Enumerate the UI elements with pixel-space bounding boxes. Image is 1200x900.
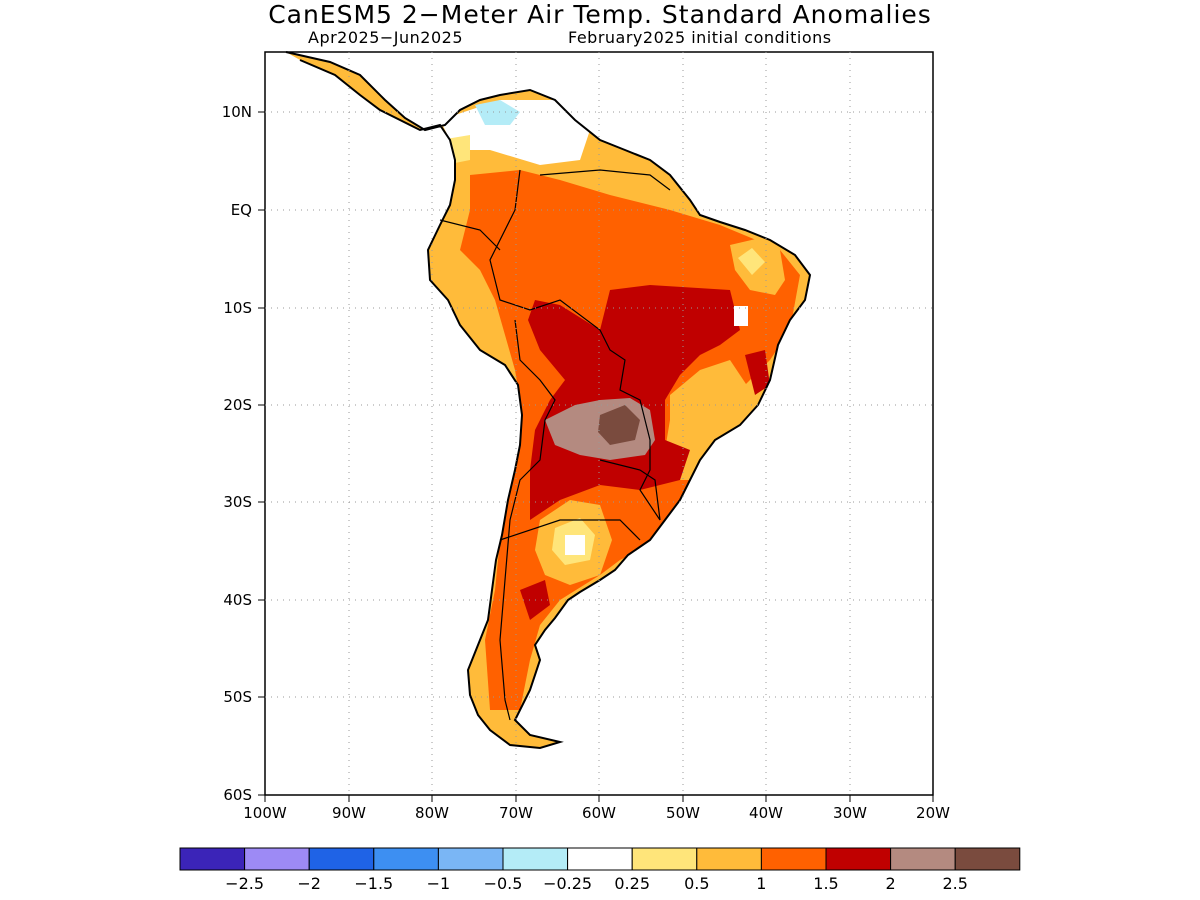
lon-label: 70W [499, 804, 533, 822]
lat-label: 10S [223, 299, 252, 317]
lon-label: 30W [833, 804, 867, 822]
colorbar-swatch [890, 847, 956, 871]
lat-labels: 10N EQ 10S 20S 30S 40S 50S 60S [222, 103, 252, 804]
colorbar: −2.5 −2 −1.5 −1 −0.5 −0.25 0.25 0.5 1 1.5 2 2.5 [179, 847, 1021, 893]
coastline [285, 51, 812, 750]
colorbar-label: 2 [886, 874, 896, 893]
colorbar-label: 1 [756, 874, 766, 893]
colorbar-label: 1.5 [813, 874, 838, 893]
lon-labels: 100W 90W 80W 70W 60W 50W 40W 30W 20W [243, 804, 950, 822]
axis-ticks [258, 111, 934, 802]
colorbar-swatch [244, 847, 310, 871]
lat-label: 10N [222, 103, 252, 121]
country-borders [439, 169, 671, 721]
colorbar-swatch [825, 847, 892, 871]
colorbar-label: −1 [427, 874, 451, 893]
map-title: CanESM5 2−Meter Air Temp. Standard Anoma… [268, 0, 932, 29]
colorbar-label: 0.25 [614, 874, 650, 893]
colorbar-swatch [502, 847, 569, 871]
lon-label: 60W [582, 804, 616, 822]
lon-label: 40W [749, 804, 783, 822]
initial-conditions: February2025 initial conditions [568, 28, 832, 47]
colorbar-label: 2.5 [942, 874, 967, 893]
lat-label: 40S [223, 591, 252, 609]
lon-label: 50W [666, 804, 700, 822]
colorbar-swatch [179, 847, 246, 871]
lat-label: 20S [223, 396, 252, 414]
lat-label: EQ [231, 201, 252, 219]
lat-label: 50S [223, 688, 252, 706]
lon-label: 90W [332, 804, 366, 822]
colorbar-label: −2.5 [225, 874, 264, 893]
lon-label: 20W [916, 804, 950, 822]
colorbar-label: −2 [297, 874, 321, 893]
colorbar-swatch [696, 847, 762, 871]
colorbar-swatch [437, 847, 504, 871]
colorbar-label: −0.5 [484, 874, 523, 893]
lat-label: 30S [223, 493, 252, 511]
lon-label: 100W [243, 804, 287, 822]
colorbar-swatch [760, 847, 827, 871]
colorbar-swatch [373, 847, 439, 871]
colorbar-swatch [954, 847, 1021, 871]
colorbar-swatch [567, 847, 633, 871]
lon-label: 80W [415, 804, 449, 822]
forecast-period: Apr2025−Jun2025 [308, 28, 464, 47]
colorbar-label: −1.5 [354, 874, 393, 893]
colorbar-label: 0.5 [684, 874, 709, 893]
colorbar-swatch [631, 847, 698, 871]
lat-label: 60S [223, 786, 252, 804]
colorbar-label: −0.25 [543, 874, 592, 893]
colorbar-swatch [308, 847, 375, 871]
